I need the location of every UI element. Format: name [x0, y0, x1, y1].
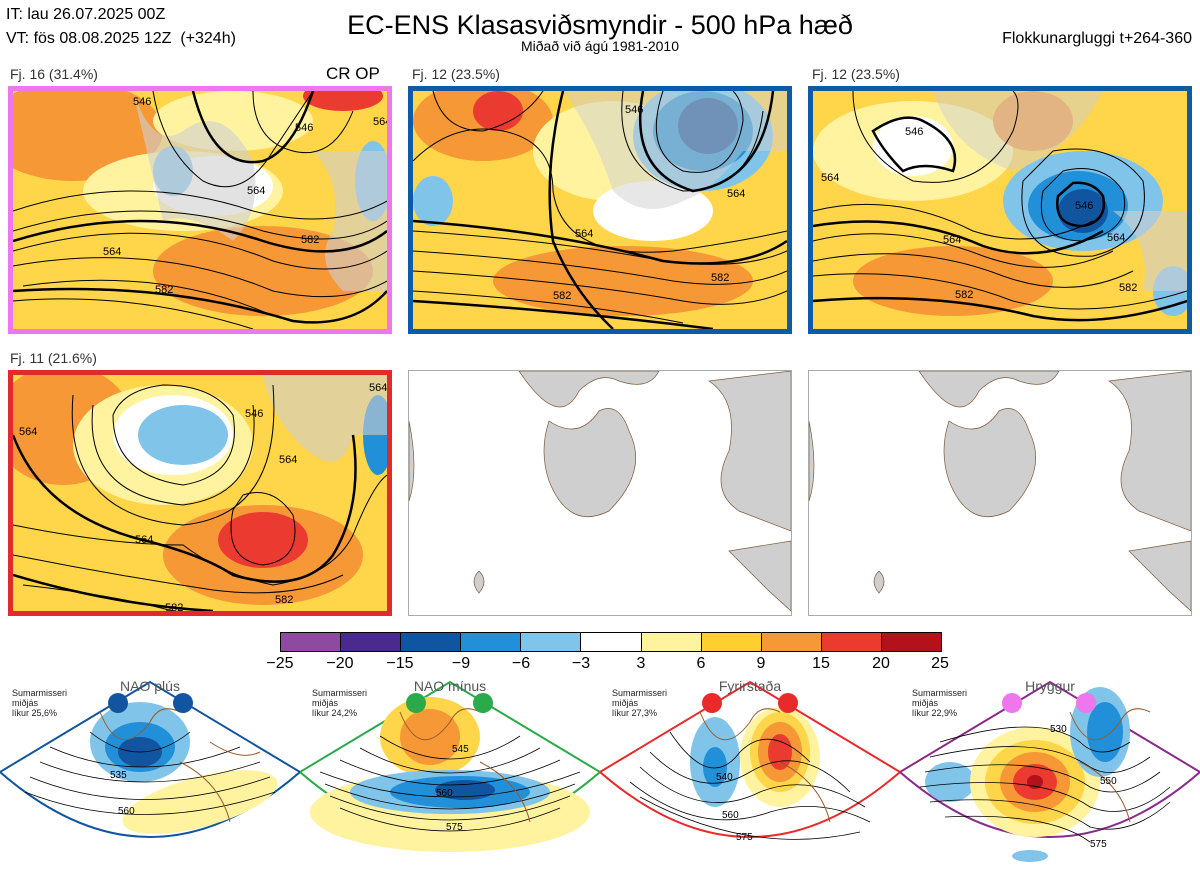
regime-marker-icon: [108, 693, 128, 713]
contour-label: 546: [625, 104, 643, 116]
colorbar-tick: −9: [451, 655, 471, 672]
page-title: EC-ENS Klasasviðsmyndir - 500 hPa hæð: [347, 10, 853, 40]
contour-label: 546: [133, 96, 151, 108]
contour-label: 546: [245, 408, 263, 420]
colorbar-cell: [401, 633, 462, 651]
regime-note: Sumarmisseri miðjás líkur 25,6%: [12, 688, 68, 718]
regime-marker-icon: [778, 693, 798, 713]
contour-label: 564: [247, 185, 265, 197]
cluster-4-label: Fj. 11 (21.6%): [10, 350, 97, 366]
colorbar-tick: 3: [636, 655, 646, 672]
cluster-1-tag: CR OP: [326, 64, 380, 83]
contour-label: 564: [279, 454, 297, 466]
contour-label: 545: [452, 744, 469, 755]
regime-title: NAO mínus: [413, 678, 487, 694]
contour-label: 575: [736, 832, 753, 843]
colorbar-tick: 6: [696, 655, 706, 672]
colorbar-cell: [761, 633, 822, 651]
page-subtitle: Miðað við ágú 1981-2010: [520, 38, 679, 54]
contour-label: 546: [905, 126, 923, 138]
regime-note: Sumarmisseri miðjás líkur 22,9%: [912, 688, 968, 718]
colorbar-cell: [341, 633, 402, 651]
colorbar-tick: 25: [931, 655, 949, 672]
colorbar-tick: −25: [266, 655, 294, 672]
contour-label: 564: [135, 534, 153, 546]
colorbar-tick: −15: [386, 655, 414, 672]
contour-label: 582: [301, 234, 319, 246]
colorbar-cell: [821, 633, 882, 651]
regime-title: NAO plús: [120, 678, 180, 694]
contour-label: 546: [295, 122, 313, 134]
regime-blocking[interactable]: 540 560 575 Fyrirstaða Sumarmisseri miðj…: [600, 672, 900, 871]
classification-window: Flokkunargluggi t+264-360: [1002, 30, 1192, 47]
regime-marker-icon: [173, 693, 193, 713]
contour-label: 582: [955, 289, 973, 301]
regime-marker-icon: [473, 693, 493, 713]
colorbar-tick: 20: [872, 655, 890, 672]
colorbar-tick: −20: [326, 655, 354, 672]
regime-note: Sumarmisseri miðjás líkur 27,3%: [612, 688, 668, 718]
contour-label: 560: [118, 806, 135, 817]
contour-label: 564: [821, 172, 839, 184]
contour-label: 582: [711, 272, 729, 284]
regime-ridge[interactable]: 530 550 575 Hryggur Sumarmisseri miðjás …: [900, 672, 1200, 871]
contour-label: 582: [275, 594, 293, 606]
contour-label: 575: [1090, 839, 1107, 850]
colorbar-tick: 15: [812, 655, 830, 672]
regime-nao-plus[interactable]: 535 560 NAO plús Sumarmisseri miðjás lík…: [0, 672, 300, 871]
contour-label: 564: [727, 188, 745, 200]
cluster-2-label: Fj. 12 (23.5%): [412, 66, 500, 82]
contour-label: 560: [436, 788, 453, 799]
cluster-3-label: Fj. 12 (23.5%): [812, 66, 900, 82]
regime-marker-icon: [702, 693, 722, 713]
colorbar-cell: [881, 633, 942, 651]
contour-label: 564: [1107, 232, 1125, 244]
valid-time: VT: fös 08.08.2025 12Z (+324h): [6, 30, 236, 47]
cluster-map-4[interactable]: 564 546 564 564 582 564 582: [8, 370, 392, 616]
colorbar-tick: −6: [511, 655, 531, 672]
contour-label: 575: [446, 822, 463, 833]
regime-nao-minus[interactable]: 545 560 575 NAO mínus Sumarmisseri miðjá…: [300, 672, 600, 871]
cluster-map-2[interactable]: 564 582 582 546 564: [408, 86, 792, 334]
cluster-map-5-empty: [408, 370, 792, 616]
contour-label: 564: [943, 234, 961, 246]
colorbar-cell: [281, 633, 342, 651]
contour-label: 582: [165, 602, 183, 611]
regime-title: Hryggur: [1025, 678, 1075, 694]
colorbar-cell: [521, 633, 582, 651]
contour-label: 540: [716, 772, 733, 783]
contour-label: 535: [110, 770, 127, 781]
contour-label: 582: [553, 290, 571, 302]
contour-label: 582: [155, 284, 173, 296]
cluster-map-6-empty: [808, 370, 1192, 616]
colorbar-cell: [701, 633, 762, 651]
initial-time: IT: lau 26.07.2025 00Z: [6, 6, 166, 23]
contour-label: 560: [722, 810, 739, 821]
colorbar-cell: [581, 633, 642, 651]
contour-label: 564: [103, 246, 121, 258]
contour-label: 582: [1119, 282, 1137, 294]
colorbar-tick: −3: [571, 655, 591, 672]
regime-title: Fyrirstaða: [718, 678, 782, 694]
contour-label: 564: [369, 382, 387, 394]
cluster-1-label: Fj. 16 (31.4%): [10, 66, 98, 82]
regime-marker-icon: [406, 693, 426, 713]
colorbar-cell: [641, 633, 702, 651]
colorbar-tick: 9: [756, 655, 766, 672]
contour-label: 530: [1050, 724, 1067, 735]
contour-label: 564: [373, 116, 387, 128]
colorbar-cell: [461, 633, 522, 651]
contour-label: 546: [1075, 200, 1093, 212]
colorbar: [280, 632, 942, 652]
regime-marker-icon: [1076, 693, 1096, 713]
contour-label: 550: [1100, 776, 1117, 787]
regime-note: Sumarmisseri miðjás líkur 24,2%: [312, 688, 368, 718]
contour-label: 564: [19, 426, 37, 438]
contour-label: 564: [575, 228, 593, 240]
cluster-map-3[interactable]: 546 564 582 546 564 564 582: [808, 86, 1192, 334]
cluster-map-1[interactable]: 564 564 582 546 546 582 564: [8, 86, 392, 334]
regime-marker-icon: [1002, 693, 1022, 713]
